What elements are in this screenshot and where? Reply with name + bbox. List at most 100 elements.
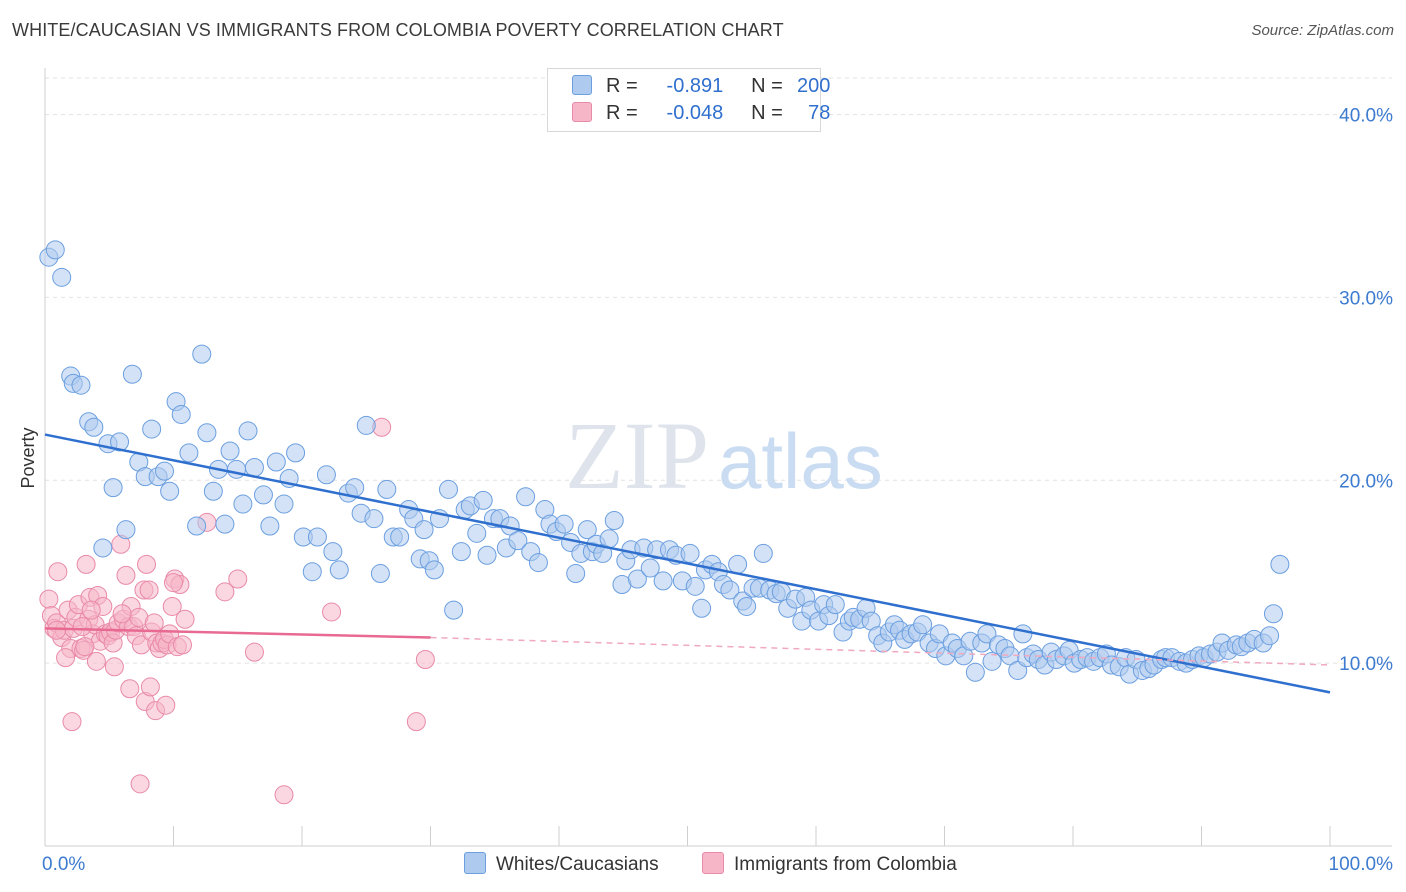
data-point [116, 520, 136, 540]
bottom-legend-whites: Whites/Caucasians [464, 852, 659, 876]
data-point [982, 651, 1002, 671]
data-point [685, 576, 705, 596]
trend-line-whites [44, 433, 1331, 694]
data-point [137, 554, 157, 574]
data-point [171, 404, 191, 424]
bottom-legend-label-whites: Whites/Caucasians [496, 854, 659, 875]
data-point [144, 613, 164, 633]
data-point [1270, 554, 1290, 574]
data-point [322, 602, 342, 622]
data-point [155, 461, 175, 481]
chart-title: WHITE/CAUCASIAN VS IMMIGRANTS FROM COLOM… [12, 20, 784, 40]
legend-row-colombia: R = -0.048 N = 78 [572, 102, 830, 128]
data-point [81, 600, 101, 620]
data-point [179, 443, 199, 463]
data-point [302, 562, 322, 582]
data-point [720, 580, 740, 600]
data-point [438, 479, 458, 499]
data-point [72, 617, 92, 637]
data-point [48, 562, 68, 582]
data-point [414, 520, 434, 540]
data-point [913, 615, 933, 635]
data-point [175, 609, 195, 629]
data-point [52, 267, 72, 287]
bottom-legend-label-colombia: Immigrants from Colombia [734, 854, 957, 875]
data-point [1013, 624, 1033, 644]
y-axis-label: Poverty [18, 427, 38, 488]
data-point [122, 364, 142, 384]
data-point [345, 478, 365, 498]
data-point [226, 459, 246, 479]
data-point [244, 642, 264, 662]
data-point [220, 441, 240, 461]
legend-swatch-whites [572, 75, 592, 95]
data-point [172, 635, 192, 655]
data-point [86, 651, 106, 671]
data-point [120, 679, 140, 699]
source-label: Source: ZipAtlas.com [1251, 22, 1394, 39]
data-point [45, 240, 65, 260]
data-point [39, 589, 59, 609]
data-point [516, 487, 536, 507]
data-point [110, 432, 130, 452]
axes [44, 68, 1392, 847]
y-tick-label: 30.0% [1339, 288, 1393, 309]
data-point [451, 542, 471, 562]
data-point [274, 785, 294, 805]
data-point [93, 538, 113, 558]
data-point [680, 543, 700, 563]
data-point [1263, 604, 1283, 624]
data-point [104, 657, 124, 677]
data-point [215, 514, 235, 534]
data-point [266, 452, 286, 472]
data-point [444, 600, 464, 620]
x-tick-label: 0.0% [42, 854, 85, 875]
bottom-legend-swatch-colombia [702, 852, 724, 874]
data-point [390, 527, 410, 547]
legend-r-value: -0.891 [666, 75, 724, 97]
y-tick-label: 40.0% [1339, 106, 1393, 127]
series-whites-caucasians [39, 240, 1290, 684]
legend-n-value: 78 [808, 102, 831, 124]
data-point [197, 423, 217, 443]
data-point [244, 457, 264, 477]
trend-line-colombia [44, 627, 431, 639]
legend-n-label: N = [751, 102, 783, 124]
data-point [274, 494, 294, 514]
data-point [62, 712, 82, 732]
data-point [142, 419, 162, 439]
data-point [825, 595, 845, 615]
data-point [370, 564, 390, 584]
data-point [71, 375, 91, 395]
tick-labels: 10.0% 20.0% 30.0% 40.0% 0.0% 100.0% [42, 106, 1393, 875]
data-point [75, 637, 95, 657]
data-point [467, 523, 487, 543]
y-tick-label: 10.0% [1339, 654, 1393, 675]
data-point [116, 565, 136, 585]
data-point [156, 695, 176, 715]
data-point [477, 545, 497, 565]
legend-swatch-colombia [572, 102, 592, 122]
data-point [164, 573, 183, 593]
data-point [238, 421, 258, 441]
data-point [215, 582, 235, 602]
data-point [1260, 626, 1280, 646]
data-point [84, 417, 104, 437]
data-point [728, 554, 748, 574]
data-point [112, 604, 132, 624]
data-point [577, 520, 597, 540]
legend-r-value: -0.048 [666, 102, 724, 124]
legend-n-label: N = [751, 75, 783, 97]
data-point [329, 560, 349, 580]
data-point [653, 571, 673, 591]
data-point [160, 481, 180, 501]
data-point [377, 479, 397, 499]
trend-lines [44, 433, 1331, 694]
data-point [140, 677, 160, 697]
legend: R = -0.891 N = 200 R = -0.048 N = 78 [547, 68, 830, 132]
data-point [424, 560, 444, 580]
trend-line-colombia-extension [430, 636, 1331, 666]
data-point [286, 443, 306, 463]
data-point [473, 490, 493, 510]
